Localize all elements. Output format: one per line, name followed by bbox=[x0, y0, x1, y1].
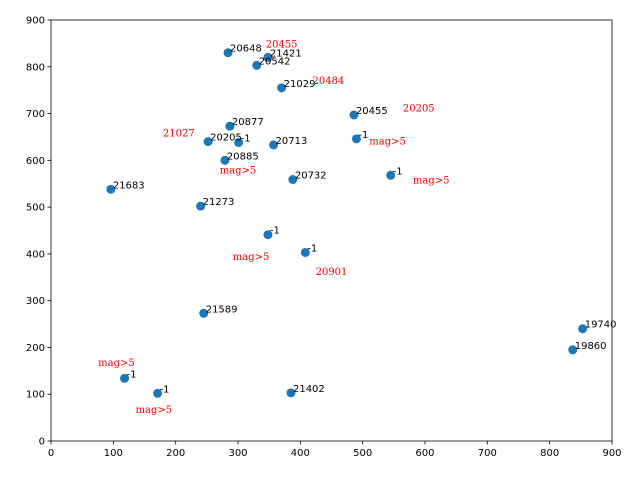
data-point bbox=[349, 110, 359, 120]
point-label: 21273 bbox=[203, 197, 235, 208]
point-label: -1 bbox=[270, 226, 280, 237]
x-tick-label: 800 bbox=[540, 448, 559, 459]
data-point bbox=[234, 138, 244, 148]
x-tick-label: 100 bbox=[104, 448, 123, 459]
annotation-label: mag>5 bbox=[136, 405, 173, 416]
data-point bbox=[386, 170, 396, 180]
point-label: 20648 bbox=[230, 44, 262, 55]
x-tick-label: 300 bbox=[228, 448, 247, 459]
annotation-label: 21027 bbox=[163, 128, 195, 139]
data-point bbox=[203, 137, 213, 147]
point-label: -1 bbox=[393, 166, 403, 177]
y-tick-label: 400 bbox=[26, 249, 45, 260]
point-label: 21589 bbox=[206, 304, 238, 315]
y-tick-label: 200 bbox=[26, 343, 45, 354]
data-point bbox=[263, 230, 273, 240]
data-point bbox=[269, 140, 279, 150]
data-point bbox=[288, 175, 298, 185]
x-tick-label: 0 bbox=[48, 448, 54, 459]
y-tick-label: 700 bbox=[26, 109, 45, 120]
x-tick-label: 500 bbox=[353, 448, 372, 459]
point-label: 21402 bbox=[293, 384, 325, 395]
annotation-label: 20455 bbox=[266, 39, 298, 50]
annotation-label: 20205 bbox=[403, 103, 435, 114]
y-tick-label: 900 bbox=[26, 16, 45, 27]
y-tick-label: 300 bbox=[26, 296, 45, 307]
point-label: 21683 bbox=[113, 180, 145, 191]
x-tick-label: 600 bbox=[415, 448, 434, 459]
point-label: -1 bbox=[160, 384, 170, 395]
data-point bbox=[568, 345, 578, 355]
data-point bbox=[286, 388, 296, 398]
point-label: 20542 bbox=[259, 56, 291, 67]
data-point bbox=[225, 121, 235, 131]
data-point bbox=[252, 60, 262, 70]
point-label: 20205 bbox=[210, 133, 242, 144]
x-tick-label: 200 bbox=[166, 448, 185, 459]
data-point bbox=[220, 155, 230, 165]
annotation-label: mag>5 bbox=[233, 252, 270, 263]
data-point bbox=[153, 388, 163, 398]
y-tick-label: 800 bbox=[26, 62, 45, 73]
data-point bbox=[351, 134, 361, 144]
point-label: 20877 bbox=[232, 117, 264, 128]
point-label: -1 bbox=[241, 134, 251, 145]
point-label: 20732 bbox=[295, 171, 327, 182]
data-point bbox=[300, 247, 310, 257]
data-point bbox=[277, 83, 287, 93]
point-label: 20713 bbox=[276, 136, 308, 147]
point-label: -1 bbox=[127, 369, 137, 380]
annotation-label: 20901 bbox=[316, 267, 348, 278]
annotations: 20455 20484 20205 21027 mag>5 mag>5 mag>5 mag>5… bbox=[98, 39, 449, 416]
data-point bbox=[223, 48, 233, 58]
plot-frame bbox=[50, 19, 613, 442]
x-tick-label: 900 bbox=[602, 448, 621, 459]
point-label: 21421 bbox=[270, 48, 302, 59]
annotation-label: mag>5 bbox=[413, 176, 450, 187]
data-point bbox=[106, 184, 116, 194]
y-axis: 0 100 200 300 400 500 600 700 800 900 bbox=[26, 16, 51, 448]
point-label: -1 bbox=[358, 130, 368, 141]
y-tick-label: 500 bbox=[26, 203, 45, 214]
y-tick-label: 100 bbox=[26, 390, 45, 401]
point-label: 19740 bbox=[585, 320, 617, 331]
data-point bbox=[120, 373, 130, 383]
annotation-label: mag>5 bbox=[98, 358, 135, 369]
data-point bbox=[199, 308, 209, 318]
annotation-label: mag>5 bbox=[369, 137, 406, 148]
x-tick-label: 700 bbox=[478, 448, 497, 459]
x-axis: 0 100 200 300 400 500 600 700 800 900 bbox=[48, 441, 622, 459]
data-point bbox=[578, 324, 588, 334]
annotation-label: mag>5 bbox=[220, 166, 257, 177]
annotation-label: 20484 bbox=[312, 76, 344, 87]
point-label: 20885 bbox=[227, 151, 259, 162]
data-points bbox=[106, 48, 588, 398]
x-tick-label: 400 bbox=[291, 448, 310, 459]
y-tick-label: 0 bbox=[39, 437, 45, 448]
data-point bbox=[263, 52, 273, 62]
point-label: 21029 bbox=[284, 79, 316, 90]
y-tick-label: 600 bbox=[26, 156, 45, 167]
point-label: -1 bbox=[307, 243, 317, 254]
data-point bbox=[196, 201, 206, 211]
point-label: 20455 bbox=[356, 106, 388, 117]
point-label: 19860 bbox=[575, 341, 607, 352]
